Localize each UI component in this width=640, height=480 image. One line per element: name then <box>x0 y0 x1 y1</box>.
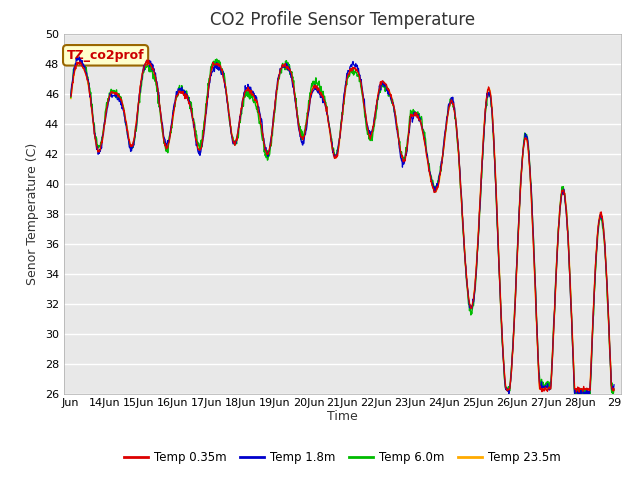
Temp 23.5m <box>364 128 372 133</box>
Temp 0.35m <box>67 94 75 99</box>
Line: Temp 0.35m: Temp 0.35m <box>71 60 614 392</box>
Temp 0.35m <box>364 127 372 132</box>
Temp 6.0m <box>67 95 75 100</box>
Text: TZ_co2prof: TZ_co2prof <box>67 49 145 62</box>
Temp 23.5m <box>250 94 258 100</box>
Temp 6.0m <box>75 54 83 60</box>
Temp 0.35m <box>139 70 147 75</box>
Temp 1.8m <box>76 54 83 60</box>
Temp 6.0m <box>140 70 147 75</box>
Temp 1.8m <box>364 124 372 130</box>
Temp 23.5m <box>610 386 618 392</box>
Title: CO2 Profile Sensor Temperature: CO2 Profile Sensor Temperature <box>210 11 475 29</box>
Temp 0.35m <box>353 66 360 72</box>
Temp 6.0m <box>364 128 372 133</box>
Temp 0.35m <box>250 94 258 100</box>
Temp 23.5m <box>159 129 166 134</box>
Temp 23.5m <box>303 119 310 124</box>
Temp 6.0m <box>610 386 618 392</box>
Temp 6.0m <box>159 131 166 136</box>
Temp 1.8m <box>67 93 75 99</box>
Temp 0.35m <box>303 119 310 125</box>
Legend: Temp 0.35m, Temp 1.8m, Temp 6.0m, Temp 23.5m: Temp 0.35m, Temp 1.8m, Temp 6.0m, Temp 2… <box>119 446 566 469</box>
Temp 1.8m <box>577 393 585 399</box>
Temp 23.5m <box>140 66 147 72</box>
Temp 6.0m <box>353 70 360 76</box>
Line: Temp 23.5m: Temp 23.5m <box>71 62 614 389</box>
Temp 0.35m <box>159 126 166 132</box>
Temp 23.5m <box>353 67 360 73</box>
Temp 0.35m <box>143 57 151 63</box>
Temp 1.8m <box>353 64 360 70</box>
Temp 23.5m <box>75 60 83 65</box>
Temp 6.0m <box>250 97 258 103</box>
Temp 0.35m <box>610 387 618 393</box>
Temp 23.5m <box>67 96 75 101</box>
Temp 0.35m <box>575 389 583 395</box>
Y-axis label: Senor Temperature (C): Senor Temperature (C) <box>26 143 39 285</box>
Temp 1.8m <box>159 124 166 130</box>
Line: Temp 1.8m: Temp 1.8m <box>71 57 614 396</box>
Temp 1.8m <box>610 382 618 388</box>
Temp 1.8m <box>250 92 258 98</box>
Temp 6.0m <box>303 116 310 121</box>
Line: Temp 6.0m: Temp 6.0m <box>71 57 614 397</box>
Temp 6.0m <box>585 395 593 400</box>
Temp 1.8m <box>140 66 147 72</box>
Temp 1.8m <box>303 124 310 130</box>
X-axis label: Time: Time <box>327 410 358 423</box>
Temp 23.5m <box>502 386 510 392</box>
